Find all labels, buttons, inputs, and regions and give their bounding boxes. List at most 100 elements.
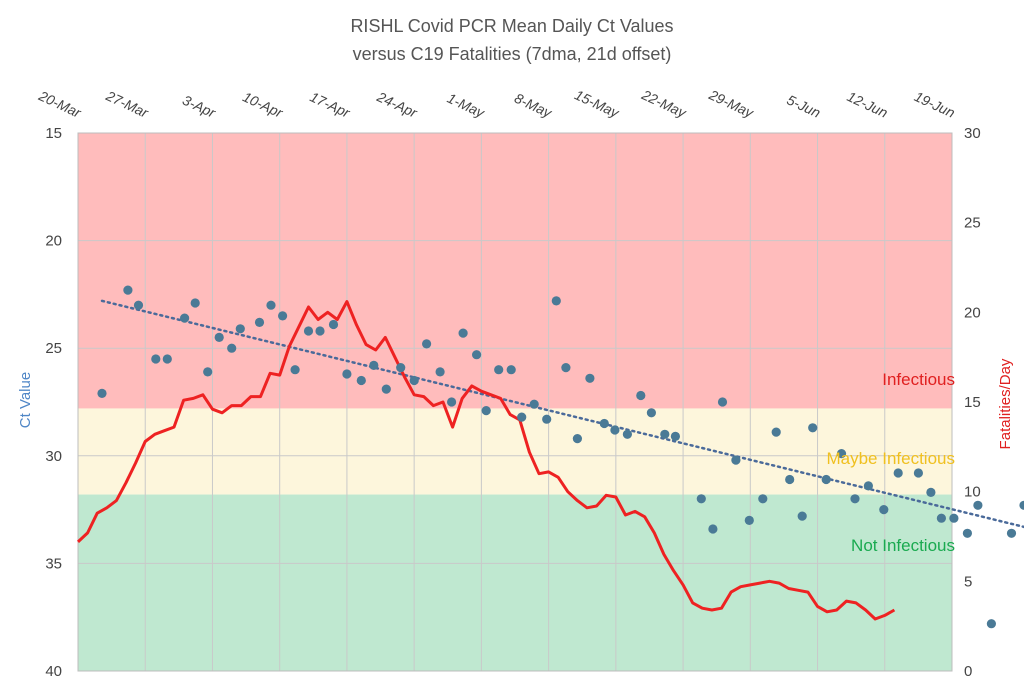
ct-point [97,388,107,398]
ct-point [836,449,847,459]
y-left-tick-label: 40 [45,663,62,680]
ct-point [731,455,741,465]
ct-point [422,339,432,349]
ct-point [328,319,339,330]
ct-point [315,326,325,336]
ct-point [610,425,620,435]
y-left-axis-label: Ct Value [17,372,34,428]
ct-point [785,474,795,485]
ct-point [551,296,561,306]
chart-title: RISHL Covid PCR Mean Daily Ct Values [350,16,673,36]
y-right-tick-label: 30 [964,125,981,142]
ct-point [708,524,718,534]
ct-point [986,619,997,629]
ct-point [481,406,491,416]
chart-marks [76,285,1024,629]
ct-point [278,311,288,321]
ct-point [758,494,768,504]
ct-point [123,285,133,295]
ct-point [879,505,889,515]
ct-point [585,373,595,383]
ct-point [771,427,781,437]
y-right-tick-label: 0 [964,663,972,680]
ct-point [660,429,670,439]
ct-point [190,298,200,308]
plot-border [77,132,953,672]
ct-point [670,431,681,441]
y-left-tick-label: 15 [45,125,62,142]
ct-point [863,481,874,491]
y-right-axis-label: Fatalities/Day [997,358,1014,449]
ct-point [936,513,947,523]
zone-label: Infectious [882,370,955,389]
ct-point [542,414,552,424]
ct-point [561,363,571,373]
y-right-tick-label: 20 [964,304,981,321]
ct-point [180,313,190,323]
ct-point [409,375,419,386]
ct-point [435,367,445,377]
ct-point [744,515,754,526]
ct-point [517,412,527,422]
ct-point [717,397,728,407]
ct-point [356,375,366,386]
ct-point [227,343,237,353]
zone-band [78,494,952,671]
ct-point [850,494,860,504]
ct-point [254,317,265,327]
ct-point [529,399,539,409]
ct-point [636,390,646,401]
ct-point [162,354,172,364]
ct-point [458,328,468,338]
y-left-tick-label: 20 [45,233,62,250]
ct-point [622,429,633,439]
ct-point [696,494,706,504]
zone-label: Maybe Infectious [826,449,955,468]
y-left-tick-label: 35 [45,555,62,572]
ct-point [266,300,276,310]
ct-point [342,369,352,379]
ct-point [973,500,983,510]
zone-label: Not Infectious [851,536,955,555]
ct-trend-line [100,299,1024,529]
ct-point [506,365,516,375]
ct-point [290,365,300,375]
ct-point [1006,528,1017,538]
ct-point [303,326,314,336]
ct-point [369,360,379,370]
ct-point [962,528,973,538]
ct-point [572,434,583,444]
ct-point [447,397,457,407]
ct-point [949,513,959,523]
y-left-tick-label: 25 [45,340,62,357]
fatalities-line [76,300,896,621]
ct-point [494,365,504,375]
y-right-tick-label: 5 [964,573,972,590]
ct-point [381,384,391,394]
y-right-tick-label: 10 [964,484,981,501]
ct-point [472,350,482,360]
gridlines [77,132,953,672]
chart-subtitle: versus C19 Fatalities (7dma, 21d offset) [353,44,672,64]
zone-band [78,408,952,495]
ct-point [599,418,609,429]
ct-point [203,367,213,377]
ct-point [133,300,144,310]
ct-point [926,487,936,497]
ct-point [396,363,406,373]
ct-point [235,324,245,334]
ct-point [797,511,807,521]
ct-point [913,468,924,478]
ct-point [808,423,818,433]
ct-point [646,408,657,418]
y-right-tick-label: 25 [964,215,981,232]
zone-bands [78,133,952,671]
ct-point [214,332,224,342]
ct-point [151,354,161,364]
zone-band [78,133,952,409]
ct-point [821,474,831,485]
ct-point [1019,500,1024,510]
y-right-tick-label: 15 [964,394,981,411]
ct-point [893,468,903,478]
